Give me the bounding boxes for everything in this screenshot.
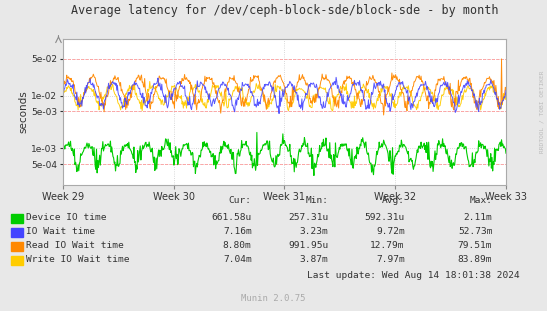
- Text: Write IO Wait time: Write IO Wait time: [26, 255, 130, 264]
- Text: 9.72m: 9.72m: [376, 227, 405, 236]
- Text: 592.31u: 592.31u: [364, 213, 405, 222]
- Text: Read IO Wait time: Read IO Wait time: [26, 241, 124, 250]
- Text: 79.51m: 79.51m: [458, 241, 492, 250]
- Text: Last update: Wed Aug 14 18:01:38 2024: Last update: Wed Aug 14 18:01:38 2024: [307, 271, 520, 280]
- Text: Munin 2.0.75: Munin 2.0.75: [241, 294, 306, 303]
- Text: 7.04m: 7.04m: [223, 255, 252, 264]
- Text: 2.11m: 2.11m: [463, 213, 492, 222]
- Text: Cur:: Cur:: [229, 196, 252, 205]
- Text: 7.16m: 7.16m: [223, 227, 252, 236]
- Text: 12.79m: 12.79m: [370, 241, 405, 250]
- Text: 8.80m: 8.80m: [223, 241, 252, 250]
- Text: Device IO time: Device IO time: [26, 213, 107, 222]
- Text: 3.23m: 3.23m: [299, 227, 328, 236]
- Text: Average latency for /dev/ceph-block-sde/block-sde - by month: Average latency for /dev/ceph-block-sde/…: [71, 4, 498, 17]
- Text: 83.89m: 83.89m: [458, 255, 492, 264]
- Y-axis label: seconds: seconds: [19, 91, 28, 133]
- Text: 991.95u: 991.95u: [288, 241, 328, 250]
- Text: Min:: Min:: [305, 196, 328, 205]
- Text: RRDTOOL / TOBI OETIKER: RRDTOOL / TOBI OETIKER: [539, 71, 544, 153]
- Text: 3.87m: 3.87m: [299, 255, 328, 264]
- Text: Avg:: Avg:: [382, 196, 405, 205]
- Text: 7.97m: 7.97m: [376, 255, 405, 264]
- Text: Max:: Max:: [469, 196, 492, 205]
- Text: IO Wait time: IO Wait time: [26, 227, 95, 236]
- Text: 257.31u: 257.31u: [288, 213, 328, 222]
- Text: 661.58u: 661.58u: [211, 213, 252, 222]
- Text: 52.73m: 52.73m: [458, 227, 492, 236]
